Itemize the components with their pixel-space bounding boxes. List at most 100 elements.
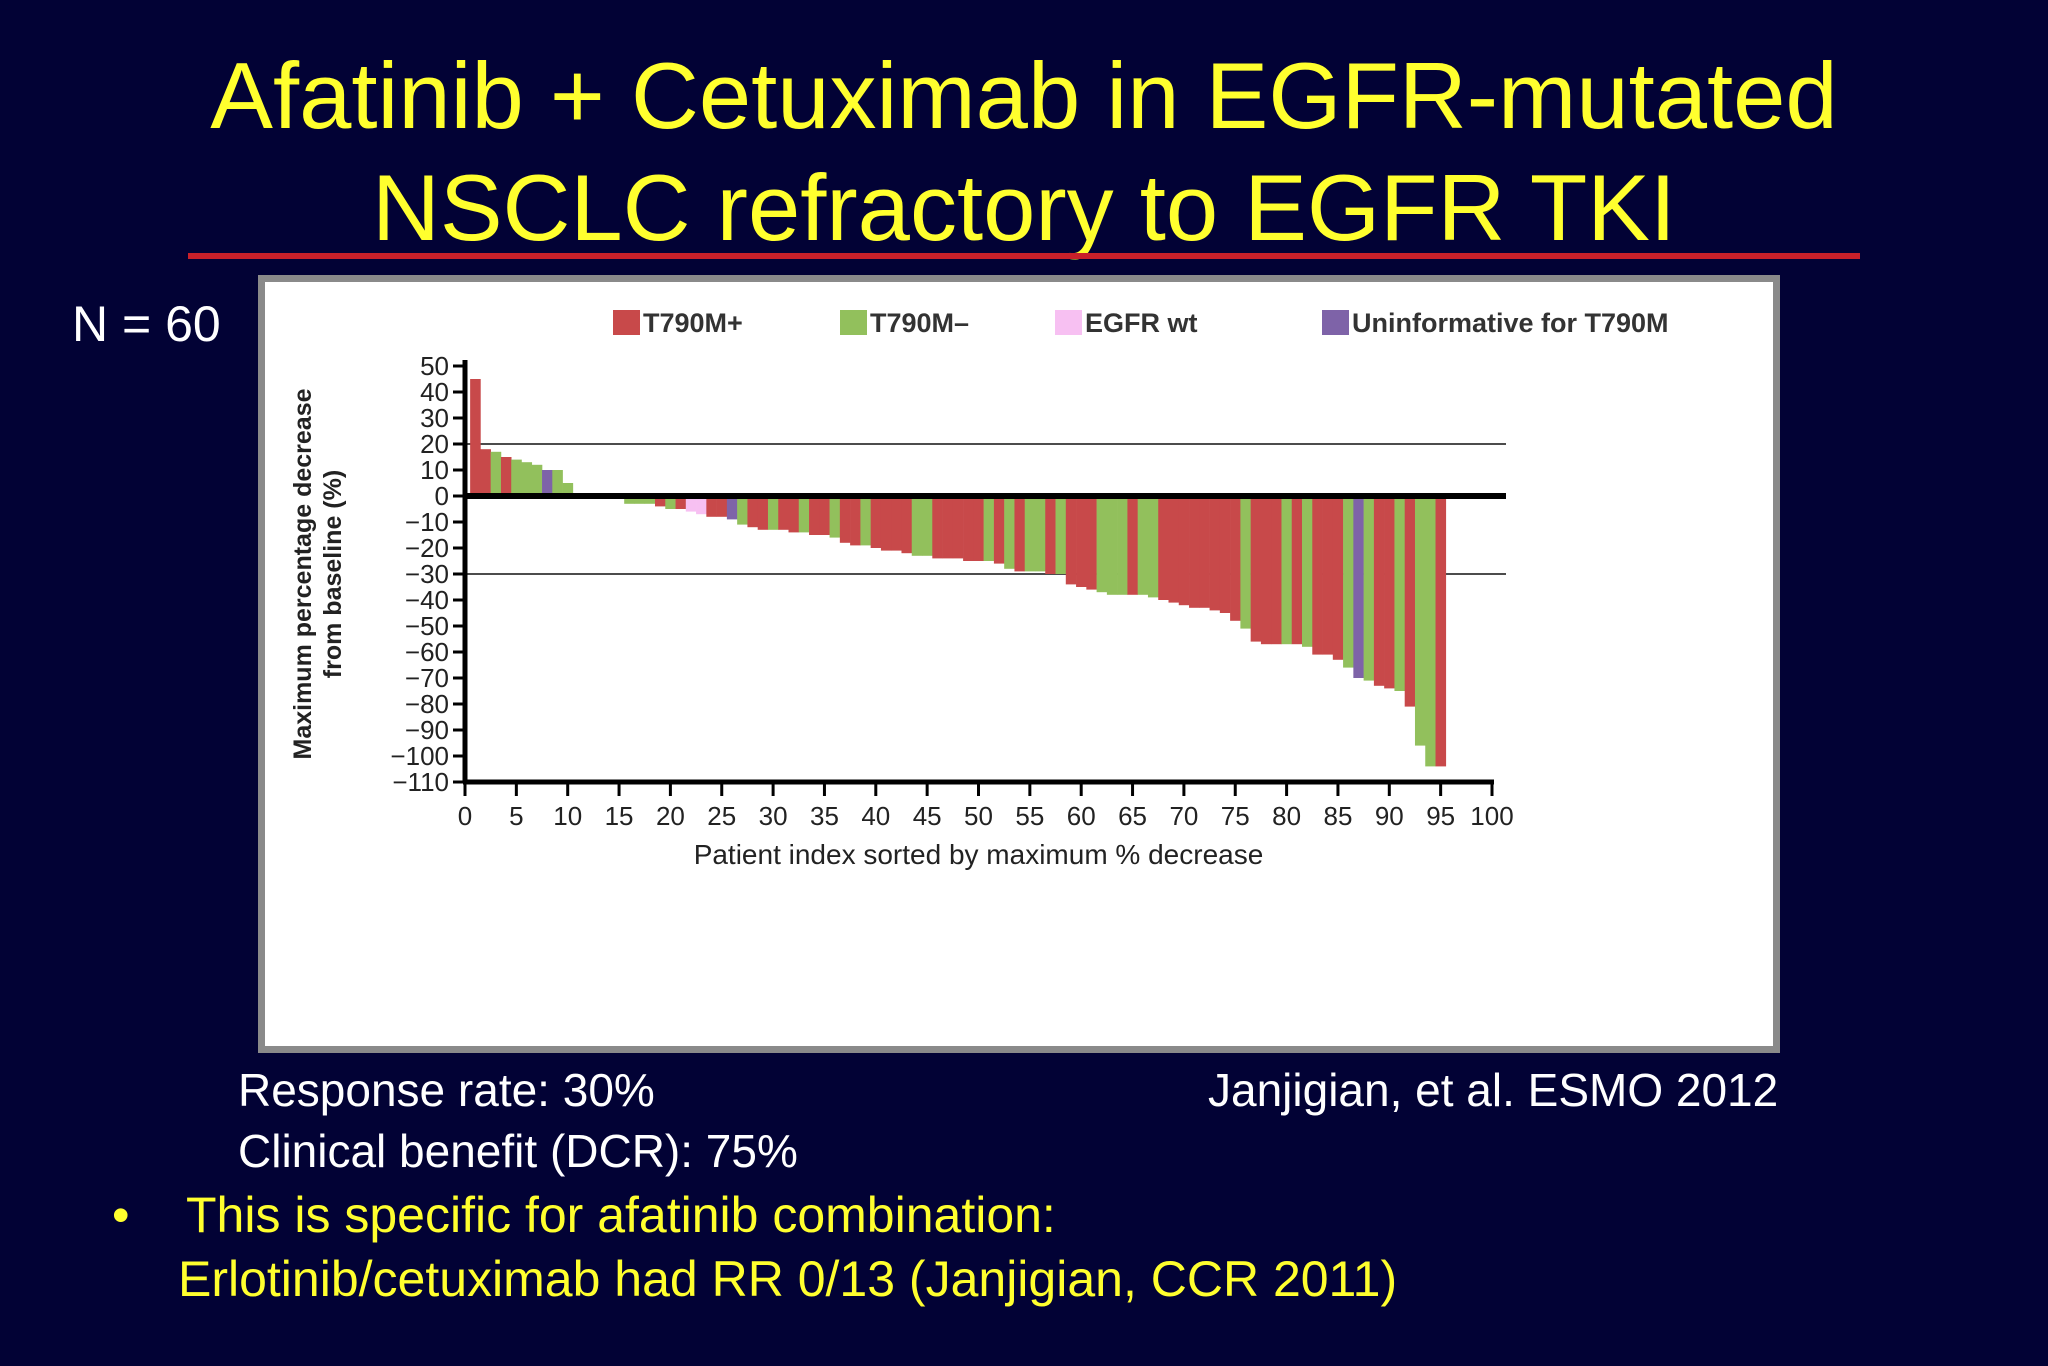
y-axis-label-line-2: from baseline (%) xyxy=(319,470,347,678)
x-tick-label: 50 xyxy=(964,801,993,831)
bar-patient-2 xyxy=(480,449,491,496)
bar-patient-94 xyxy=(1425,496,1436,767)
bar-patient-64 xyxy=(1117,496,1128,595)
legend-swatch xyxy=(613,310,640,335)
response-rate-text: Response rate: 30% xyxy=(238,1064,655,1116)
x-tick-label: 85 xyxy=(1323,801,1352,831)
bar-patient-84 xyxy=(1322,496,1334,655)
bar-patient-21 xyxy=(675,496,687,509)
bar-patient-78 xyxy=(1260,496,1272,645)
legend-label: T790M– xyxy=(870,308,969,338)
bar-patient-45 xyxy=(922,496,933,556)
bar-patient-81 xyxy=(1291,496,1303,645)
x-tick-label: 15 xyxy=(605,801,634,831)
x-tick-label: 55 xyxy=(1015,801,1044,831)
bar-patient-92 xyxy=(1404,496,1416,707)
bar-patient-43 xyxy=(901,496,913,554)
x-tick-label: 10 xyxy=(553,801,582,831)
y-tick-label: 30 xyxy=(420,403,449,433)
bar-patient-26 xyxy=(726,496,738,520)
x-tick-label: 45 xyxy=(913,801,942,831)
x-tick-label: 35 xyxy=(810,801,839,831)
slide-title-line-2: NSCLC refractory to EGFR TKI xyxy=(371,155,1677,260)
bar-patient-73 xyxy=(1209,496,1221,611)
x-tick-label: 75 xyxy=(1221,801,1250,831)
bar-patient-60 xyxy=(1076,496,1087,587)
bar-patient-33 xyxy=(798,496,810,533)
bullet-text-line-1: This is specific for afatinib combinatio… xyxy=(186,1187,1056,1243)
bar-patient-23 xyxy=(696,496,707,515)
bar-patient-80 xyxy=(1281,496,1293,645)
bar-patient-8 xyxy=(542,470,553,496)
y-tick-label: −90 xyxy=(405,715,449,745)
y-tick-label: 0 xyxy=(435,481,449,511)
bar-patient-6 xyxy=(521,462,533,496)
bar-patient-3 xyxy=(490,451,502,496)
x-tick-label: 65 xyxy=(1118,801,1147,831)
bar-patient-35 xyxy=(819,496,830,535)
bar-patient-57 xyxy=(1045,496,1056,574)
legend-label: T790M+ xyxy=(643,308,743,338)
legend-item-3: EGFR wt xyxy=(1055,308,1198,338)
y-tick-label: −60 xyxy=(405,637,449,667)
bar-patient-82 xyxy=(1302,496,1313,647)
bar-patient-16 xyxy=(624,496,635,504)
bar-patient-52 xyxy=(993,496,1005,564)
bar-patient-37 xyxy=(839,496,851,543)
y-axis-ticks: 50403020100−10−20−30−40−50−60−70−80−90−1… xyxy=(390,351,465,797)
citation-text: Janjigian, et al. ESMO 2012 xyxy=(1208,1064,1779,1116)
bar-patient-42 xyxy=(891,496,902,551)
bar-patient-59 xyxy=(1065,496,1077,585)
x-tick-label: 30 xyxy=(759,801,788,831)
x-tick-label: 90 xyxy=(1375,801,1404,831)
bar-patient-76 xyxy=(1240,496,1251,629)
legend-swatch xyxy=(1322,310,1349,335)
bar-patient-31 xyxy=(778,496,789,530)
legend-item-4: Uninformative for T790M xyxy=(1322,308,1669,338)
bar-patient-68 xyxy=(1158,496,1169,600)
bar-patient-91 xyxy=(1394,496,1406,691)
y-axis-label-line-1: Maximum percentage decrease xyxy=(289,388,317,759)
bar-patient-93 xyxy=(1414,496,1426,746)
bar-patient-41 xyxy=(880,496,892,551)
x-tick-label: 95 xyxy=(1426,801,1455,831)
bar-patient-62 xyxy=(1096,496,1108,593)
bar-patient-95 xyxy=(1435,496,1447,767)
bar-patient-48 xyxy=(952,496,964,559)
bar-patient-25 xyxy=(716,496,728,517)
bar-patient-22 xyxy=(685,496,697,512)
legend-item-2: T790M– xyxy=(840,308,969,338)
bar-patient-65 xyxy=(1127,496,1138,595)
bullet-text-line-2: Erlotinib/cetuximab had RR 0/13 (Janjigi… xyxy=(178,1251,1398,1307)
y-tick-label: 10 xyxy=(420,455,449,485)
bar-patient-88 xyxy=(1363,496,1375,681)
bar-patient-54 xyxy=(1014,496,1026,572)
title-divider xyxy=(188,253,1860,259)
x-tick-label: 25 xyxy=(707,801,736,831)
bar-patient-4 xyxy=(500,457,512,496)
sample-size-label: N = 60 xyxy=(72,296,221,352)
bar-patient-27 xyxy=(737,496,748,525)
bar-patient-79 xyxy=(1271,496,1282,645)
bar-patient-7 xyxy=(531,464,543,496)
bar-patient-50 xyxy=(973,496,984,561)
x-tick-label: 80 xyxy=(1272,801,1301,831)
chart-legend: T790M+ T790M– EGFR wt Uninformative for T79… xyxy=(613,308,1669,338)
y-tick-label: −20 xyxy=(405,533,449,563)
bar-patient-9 xyxy=(552,470,563,496)
y-tick-label: 40 xyxy=(420,377,449,407)
bar-patient-77 xyxy=(1250,496,1262,642)
legend-swatch xyxy=(840,310,867,335)
y-tick-label: −80 xyxy=(405,689,449,719)
legend-item-1: T790M+ xyxy=(613,308,743,338)
x-axis-label: Patient index sorted by maximum % decrea… xyxy=(694,839,1264,870)
y-tick-label: −40 xyxy=(405,585,449,615)
bar-patient-61 xyxy=(1086,496,1097,590)
bullet-marker: • xyxy=(112,1187,130,1243)
bar-patient-72 xyxy=(1199,496,1210,608)
x-axis-ticks: 0 5 10 15 20 25 30 35 40 45 50 55 60 65 70 75 80 85 90 95 10… xyxy=(458,782,1514,831)
bar-patient-86 xyxy=(1343,496,1354,668)
bar-patient-28 xyxy=(747,496,758,528)
bar-patient-67 xyxy=(1147,496,1159,598)
bar-patient-69 xyxy=(1168,496,1180,603)
